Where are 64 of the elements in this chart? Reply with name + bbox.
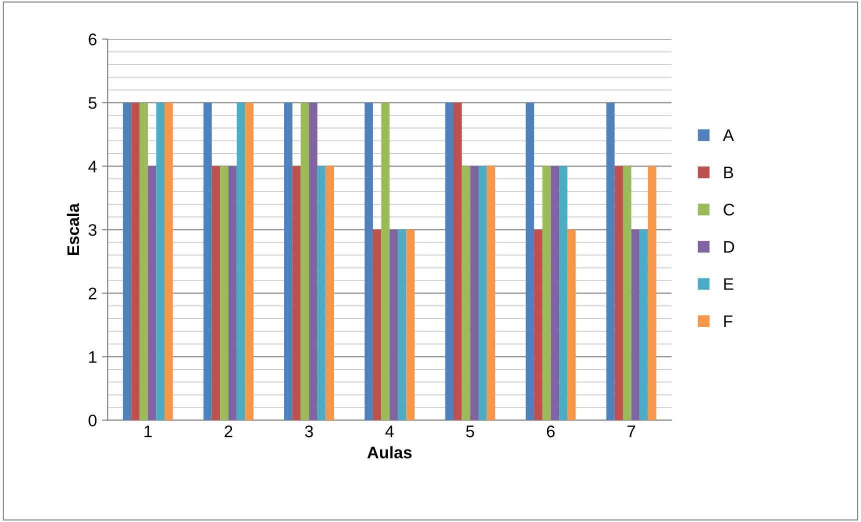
x-tick-label: 4 — [385, 426, 394, 438]
bar — [156, 102, 165, 420]
bar — [526, 102, 534, 420]
bar — [309, 102, 318, 420]
bar — [606, 102, 615, 420]
bar — [164, 102, 173, 420]
bar — [220, 166, 228, 420]
bar — [292, 166, 301, 420]
bar — [534, 230, 542, 420]
x-tick-label: 5 — [466, 426, 474, 438]
bar — [486, 166, 496, 420]
bar — [648, 166, 656, 420]
legend-label: C — [724, 204, 734, 216]
x-tick-label: 1 — [144, 426, 152, 438]
bar — [542, 166, 551, 420]
bar — [398, 230, 406, 420]
bar — [300, 102, 310, 420]
bar — [454, 102, 462, 420]
bar — [236, 102, 246, 420]
bar — [614, 166, 623, 420]
bar — [550, 166, 560, 420]
bar — [631, 230, 640, 420]
y-tick-label: 5 — [88, 97, 97, 109]
x-axis-title: Aulas — [367, 446, 412, 458]
bar — [284, 102, 292, 420]
bar — [212, 166, 220, 420]
bar — [326, 166, 334, 420]
x-tick-label: 6 — [546, 426, 555, 438]
bar — [148, 166, 156, 420]
legend-label: B — [724, 166, 734, 178]
legend-label: E — [724, 278, 734, 290]
bar — [478, 166, 487, 420]
bar — [390, 230, 398, 420]
bar — [372, 230, 382, 420]
bar — [381, 102, 390, 420]
legend-label: D — [724, 241, 734, 253]
bar — [445, 102, 454, 420]
bar — [406, 230, 415, 420]
bar — [462, 166, 470, 420]
bar — [640, 230, 648, 420]
bar — [559, 166, 568, 420]
bar — [245, 102, 254, 420]
x-tick-label: 7 — [628, 426, 636, 438]
x-tick-label: 2 — [224, 426, 232, 438]
y-tick-label: 6 — [88, 34, 96, 46]
bar — [317, 166, 326, 420]
y-tick-label: 4 — [88, 160, 97, 172]
bar — [470, 166, 478, 420]
y-axis-title: Escala — [66, 203, 80, 255]
y-tick-label: 1 — [89, 351, 96, 363]
bar — [567, 230, 576, 420]
bar — [203, 102, 212, 420]
bar — [122, 102, 132, 420]
legend-label: A — [722, 130, 734, 141]
x-tick-label: 3 — [305, 426, 313, 438]
y-tick-label: 3 — [88, 224, 96, 236]
bar — [140, 102, 148, 420]
y-tick-label: 0 — [88, 414, 97, 426]
legend-label: F — [724, 316, 732, 327]
bar — [364, 102, 373, 420]
bar — [131, 102, 140, 420]
bar — [228, 166, 237, 420]
y-tick-label: 2 — [88, 288, 96, 300]
bar — [622, 166, 632, 420]
